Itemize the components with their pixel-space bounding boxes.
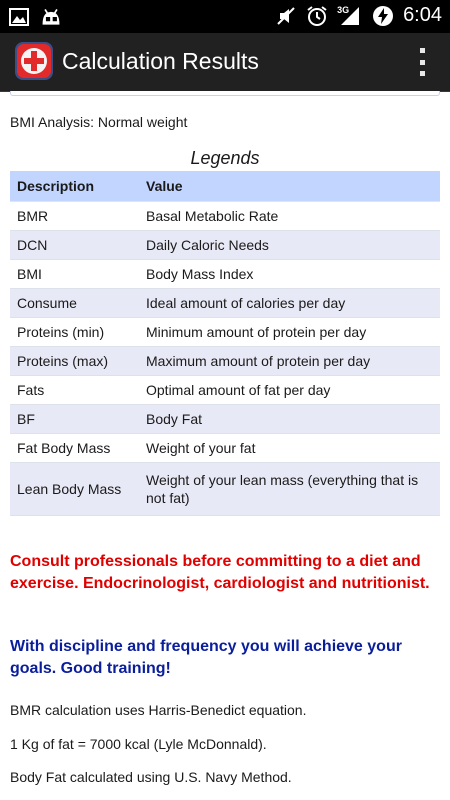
battery-charging-icon — [372, 5, 394, 27]
row-value: Ideal amount of calories per day — [139, 288, 440, 318]
alarm-icon — [306, 5, 328, 27]
header-value: Value — [139, 171, 440, 202]
row-value: Weight of your fat — [139, 433, 440, 463]
previous-table-edge — [10, 91, 440, 96]
android-icon — [40, 6, 62, 28]
row-description: Fat Body Mass — [10, 433, 139, 463]
table-row: Consume Ideal amount of calories per day — [10, 288, 440, 318]
row-description: BMR — [10, 201, 139, 231]
table-row: Lean Body Mass Weight of your lean mass … — [10, 462, 440, 516]
table-row: Fat Body Mass Weight of your fat — [10, 433, 440, 463]
row-description: Fats — [10, 375, 139, 405]
table-row: Proteins (max) Maximum amount of protein… — [10, 346, 440, 376]
status-bar: 3G 6:04 — [0, 0, 450, 33]
row-description: Lean Body Mass — [10, 462, 139, 516]
row-value: Daily Caloric Needs — [139, 230, 440, 260]
table-row: BF Body Fat — [10, 404, 440, 434]
consult-warning: Consult professionals before committing … — [10, 553, 430, 592]
row-value: Maximum amount of protein per day — [139, 346, 440, 376]
row-description: BF — [10, 404, 139, 434]
row-description: Consume — [10, 288, 139, 318]
table-row: Proteins (min) Minimum amount of protein… — [10, 317, 440, 347]
clock-time: 6:04 — [403, 4, 442, 26]
body-fat-method-note: Body Fat calculated using U.S. Navy Meth… — [10, 769, 292, 785]
table-row: Fats Optimal amount of fat per day — [10, 375, 440, 405]
signal-icon: 3G — [337, 5, 363, 27]
motivation-message: With discipline and frequency you will a… — [10, 638, 402, 677]
legends-title: Legends — [190, 148, 260, 168]
action-bar: Calculation Results — [0, 33, 450, 92]
bmi-analysis: BMI Analysis: Normal weight — [10, 114, 188, 130]
row-value: Body Mass Index — [139, 259, 440, 289]
row-description: Proteins (min) — [10, 317, 139, 347]
row-description: BMI — [10, 259, 139, 289]
overflow-menu-icon[interactable] — [412, 45, 432, 79]
row-description: DCN — [10, 230, 139, 260]
network-type-label: 3G — [337, 4, 350, 15]
row-value: Optimal amount of fat per day — [139, 375, 440, 405]
page-title: Calculation Results — [62, 48, 259, 74]
results-content[interactable]: BMI Analysis: Normal weight Legends Desc… — [0, 91, 450, 800]
table-header-row: Description Value — [10, 171, 440, 202]
row-value: Minimum amount of protein per day — [139, 317, 440, 347]
fat-kcal-note: 1 Kg of fat = 7000 kcal (Lyle McDonnald)… — [10, 736, 267, 752]
picture-icon — [8, 6, 30, 28]
bmr-note: BMR calculation uses Harris-Benedict equ… — [10, 702, 307, 718]
mute-icon — [275, 5, 297, 27]
row-description: Proteins (max) — [10, 346, 139, 376]
row-value: Basal Metabolic Rate — [139, 201, 440, 231]
legends-table: Description Value BMR Basal Metabolic Ra… — [10, 171, 440, 516]
row-value: Weight of your lean mass (everything tha… — [139, 462, 440, 516]
row-value: Body Fat — [139, 404, 440, 434]
table-row: DCN Daily Caloric Needs — [10, 230, 440, 260]
table-row: BMR Basal Metabolic Rate — [10, 201, 440, 231]
red-cross-medical-icon[interactable] — [14, 41, 54, 81]
header-description: Description — [10, 171, 139, 202]
table-row: BMI Body Mass Index — [10, 259, 440, 289]
